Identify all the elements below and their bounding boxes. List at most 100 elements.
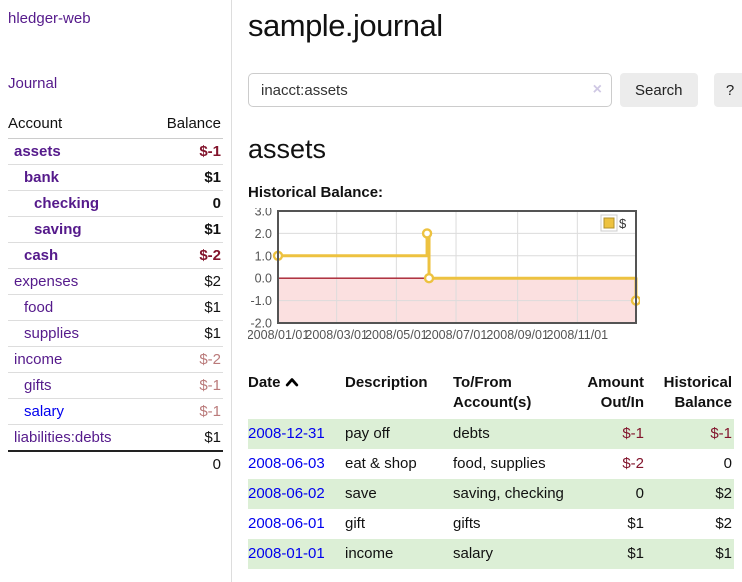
transaction-balance: $2 [715, 485, 732, 502]
account-balance: $1 [148, 216, 223, 243]
transaction-row: 2008-06-03 eat & shop food, supplies $-2 0 [248, 449, 734, 479]
help-button[interactable]: ? [713, 73, 742, 107]
account-balance: $1 [148, 320, 223, 347]
account-balance: $-1 [148, 138, 223, 165]
transaction-row: 2008-01-01 income salary $1 $1 [248, 539, 734, 569]
sort-asc-icon [285, 378, 298, 387]
svg-text:2008/01/01: 2008/01/01 [248, 328, 309, 342]
register-header-date[interactable]: Date [248, 370, 345, 419]
svg-text:3.0: 3.0 [255, 208, 272, 219]
transaction-date-link[interactable]: 2008-12-31 [248, 425, 325, 442]
transaction-date-link[interactable]: 2008-06-03 [248, 455, 325, 472]
account-row: supplies $1 [8, 320, 223, 347]
account-balance: $1 [148, 164, 223, 191]
account-balance: 0 [148, 190, 223, 217]
register-header-amount-out-in: Amount Out/In [587, 374, 644, 411]
clear-icon[interactable]: × [592, 81, 602, 98]
transaction-accounts: food, supplies [453, 455, 546, 472]
transaction-description: pay off [345, 425, 390, 442]
accounts-total-row: 0 [8, 450, 223, 477]
register-header-to-from-account-s-: To/From Account(s) [453, 374, 532, 411]
search-input[interactable] [248, 73, 612, 107]
account-link[interactable]: bank [24, 169, 60, 186]
register-header-description: Description [345, 374, 428, 391]
account-link[interactable]: gifts [24, 377, 52, 394]
balance-chart: 3.0 2.0 1.0 0.0 -1.0 -2.02008/01/012008/03/01… [247, 205, 642, 342]
account-link[interactable]: income [14, 351, 63, 368]
account-link[interactable]: saving [34, 221, 82, 238]
transaction-accounts: gifts [453, 515, 481, 532]
account-row: expenses $2 [8, 268, 223, 295]
transaction-balance: $-1 [710, 425, 732, 442]
register-table-header: Date Description To/From Account(s) Amount … [248, 370, 734, 419]
accounts-table-body: assets $-1 bank $1 checking 0 saving $1 cash $-2 e… [8, 138, 223, 477]
account-link[interactable]: supplies [24, 325, 80, 342]
account-balance: $-1 [148, 398, 223, 425]
svg-text:2008/11/01: 2008/11/01 [547, 328, 609, 342]
account-row: checking 0 [8, 190, 223, 217]
svg-text:-1.0: -1.0 [250, 294, 272, 308]
account-row: gifts $-1 [8, 372, 223, 399]
account-link[interactable]: expenses [14, 273, 79, 290]
account-link[interactable]: assets [14, 143, 61, 160]
svg-text:2008/09/01: 2008/09/01 [486, 328, 549, 342]
svg-text:-2.0: -2.0 [250, 317, 272, 331]
transaction-balance: 0 [723, 455, 732, 472]
account-balance: $1 [148, 424, 223, 452]
main-content: sample.journal × Search ? assets Histori… [232, 0, 742, 582]
sidebar: hledger-web Journal Account Balance asse… [0, 0, 232, 582]
account-link[interactable]: liabilities:debts [14, 429, 112, 446]
transaction-amount: $1 [627, 515, 644, 532]
transaction-row: 2008-06-02 save saving, checking 0 $2 [248, 479, 734, 509]
accounts-table: Account Balance assets $-1 bank $1 checking 0… [8, 111, 223, 477]
page-title: sample.journal [248, 8, 443, 43]
svg-text:2.0: 2.0 [255, 227, 272, 241]
transaction-description: eat & shop [345, 455, 417, 472]
account-link[interactable]: salary [24, 403, 65, 420]
transaction-description: income [345, 545, 394, 562]
transaction-balance: $1 [715, 545, 732, 562]
transaction-date-link[interactable]: 2008-01-01 [248, 545, 325, 562]
data-point [421, 228, 433, 239]
register-header-historical-balance: Historical Balance [663, 374, 732, 411]
account-row: food $1 [8, 294, 223, 321]
account-balance: $-1 [148, 372, 223, 399]
svg-text:2008/07/01: 2008/07/01 [425, 328, 488, 342]
chart-wrap: 3.0 2.0 1.0 0.0 -1.0 -2.0 2008/01/01 2008/03/01… [247, 205, 742, 353]
account-row: liabilities:debts $1 [8, 424, 223, 452]
search-button[interactable]: Search [620, 73, 698, 107]
data-point [423, 272, 435, 284]
transaction-date-link[interactable]: 2008-06-01 [248, 515, 325, 532]
legend-label: $ [619, 216, 627, 231]
chart-title: Historical Balance: [248, 184, 384, 201]
legend-swatch [603, 217, 615, 229]
transaction-amount: $-1 [622, 425, 644, 442]
svg-text:2008/03/01: 2008/03/01 [305, 328, 368, 342]
sidebar-item-journal[interactable]: Journal [8, 75, 223, 93]
account-row: cash $-2 [8, 242, 223, 269]
accounts-header-account: Account [8, 111, 149, 139]
transaction-amount: 0 [635, 485, 644, 502]
account-row: income $-2 [8, 346, 223, 373]
accounts-table-header: Account Balance [8, 111, 223, 139]
register-table: Date Description To/From Account(s) Amount … [248, 370, 734, 569]
transaction-accounts: debts [453, 425, 490, 442]
transaction-description: gift [345, 515, 366, 532]
account-balance: $1 [148, 294, 223, 321]
account-link[interactable]: food [24, 299, 54, 316]
transaction-description: save [345, 485, 377, 502]
account-balance: $2 [148, 268, 223, 295]
svg-text:2008/05/01: 2008/05/01 [365, 328, 428, 342]
brand-link[interactable]: hledger-web [8, 10, 91, 27]
account-row: bank $1 [8, 164, 223, 191]
transaction-row: 2008-12-31 pay off debts $-1 $-1 [248, 419, 734, 449]
svg-text:0.0: 0.0 [255, 272, 272, 286]
account-row: assets $-1 [8, 138, 223, 165]
account-link[interactable]: checking [34, 195, 100, 212]
search-input-wrap: × [248, 73, 612, 107]
transaction-balance: $2 [715, 515, 732, 532]
transaction-date-link[interactable]: 2008-06-02 [248, 485, 325, 502]
transaction-amount: $-2 [622, 455, 644, 472]
account-link[interactable]: cash [24, 247, 59, 264]
